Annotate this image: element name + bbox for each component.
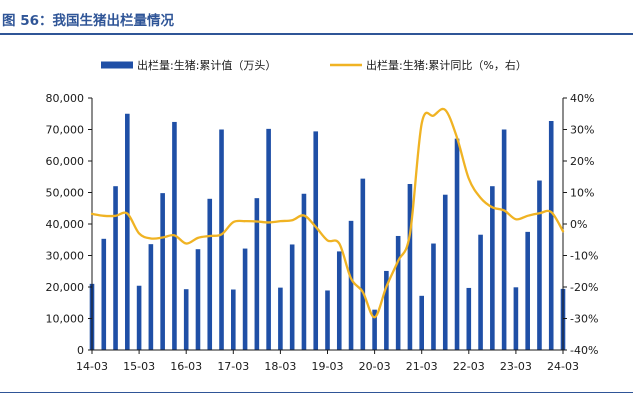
bar <box>348 220 354 350</box>
bar <box>466 287 472 350</box>
y-right-tick-label: -20% <box>570 281 598 294</box>
y-left-tick-label: 10,000 <box>46 313 85 326</box>
y-right-tick-label: 0% <box>570 218 587 231</box>
bar <box>207 198 213 350</box>
y-right-tick-label: -10% <box>570 250 598 263</box>
bar <box>513 287 519 350</box>
legend-line-label: 出栏量:生猪:累计同比（%，右） <box>366 58 527 72</box>
bar <box>384 270 389 350</box>
bar <box>372 309 377 350</box>
y-left-tick-label: 70,000 <box>46 124 85 137</box>
figure-title: 图 56：我国生猪出栏量情况 <box>2 13 174 29</box>
bar <box>525 231 530 351</box>
bar <box>360 178 366 350</box>
bar <box>395 235 401 350</box>
bar <box>125 113 130 350</box>
bar <box>266 128 271 350</box>
bar <box>442 194 448 350</box>
legend-bar-label: 出栏量:生猪:累计值（万头） <box>137 58 276 72</box>
legend: 出栏量:生猪:累计值（万头） 出栏量:生猪:累计同比（%，右） <box>101 58 527 72</box>
axes: 0 10,000 20,000 30,000 40,000 50,000 60,000 70,… <box>46 92 599 373</box>
bar <box>254 198 260 350</box>
bar <box>313 131 319 350</box>
bar <box>160 193 165 350</box>
y-right-tick-label: 10% <box>570 187 594 200</box>
bar <box>336 251 342 350</box>
y-left-tick-label: 80,000 <box>46 92 85 105</box>
x-tick-label: 19-03 <box>312 360 344 373</box>
bar <box>490 186 495 350</box>
bar <box>219 129 224 350</box>
y-left-tick-label: 50,000 <box>46 187 85 200</box>
bar <box>195 249 201 350</box>
bar <box>419 295 424 350</box>
bar <box>113 186 118 350</box>
x-tick-label: 14-03 <box>76 360 108 373</box>
x-tick-label: 17-03 <box>217 360 249 373</box>
bar <box>548 121 554 350</box>
x-tick-label: 22-03 <box>453 360 485 373</box>
bar <box>148 244 154 350</box>
y-right-tick-label: -30% <box>570 313 598 326</box>
x-tick-label: 16-03 <box>170 360 202 373</box>
y-right-tick-label: 30% <box>570 124 594 137</box>
x-tick-label: 23-03 <box>500 360 532 373</box>
bottom-rule <box>0 392 633 393</box>
bar <box>101 238 107 350</box>
y-left-tick-label: 20,000 <box>46 281 85 294</box>
bar <box>454 138 460 350</box>
bar <box>537 180 542 350</box>
bar <box>431 243 436 350</box>
yoy-line <box>90 107 565 319</box>
bar <box>501 129 507 350</box>
bar <box>183 289 189 350</box>
bar <box>278 287 283 350</box>
bar <box>325 290 330 350</box>
x-tick-label: 18-03 <box>264 360 296 373</box>
x-tick-label: 24-03 <box>547 360 579 373</box>
bar <box>407 184 413 350</box>
line-series <box>90 107 565 319</box>
y-left-tick-label: 40,000 <box>46 218 85 231</box>
y-left-tick-label: 30,000 <box>46 250 85 263</box>
bar <box>231 289 236 350</box>
bar-series <box>89 113 566 351</box>
bar <box>301 193 307 350</box>
title-rule <box>0 33 633 35</box>
y-right-tick-label: 20% <box>570 155 594 168</box>
y-right-tick-label: 40% <box>570 92 594 105</box>
y-left-tick-label: 60,000 <box>46 155 85 168</box>
legend-bar-swatch <box>101 61 133 69</box>
x-tick-label: 20-03 <box>359 360 391 373</box>
x-tick-label: 15-03 <box>123 360 155 373</box>
bar <box>289 244 295 350</box>
x-tick-label: 21-03 <box>406 360 438 373</box>
bar <box>242 248 248 350</box>
y-right-tick-label: -40% <box>570 344 598 357</box>
y-left-tick-label: 0 <box>77 344 84 357</box>
bar <box>136 285 142 350</box>
bar <box>478 234 483 350</box>
